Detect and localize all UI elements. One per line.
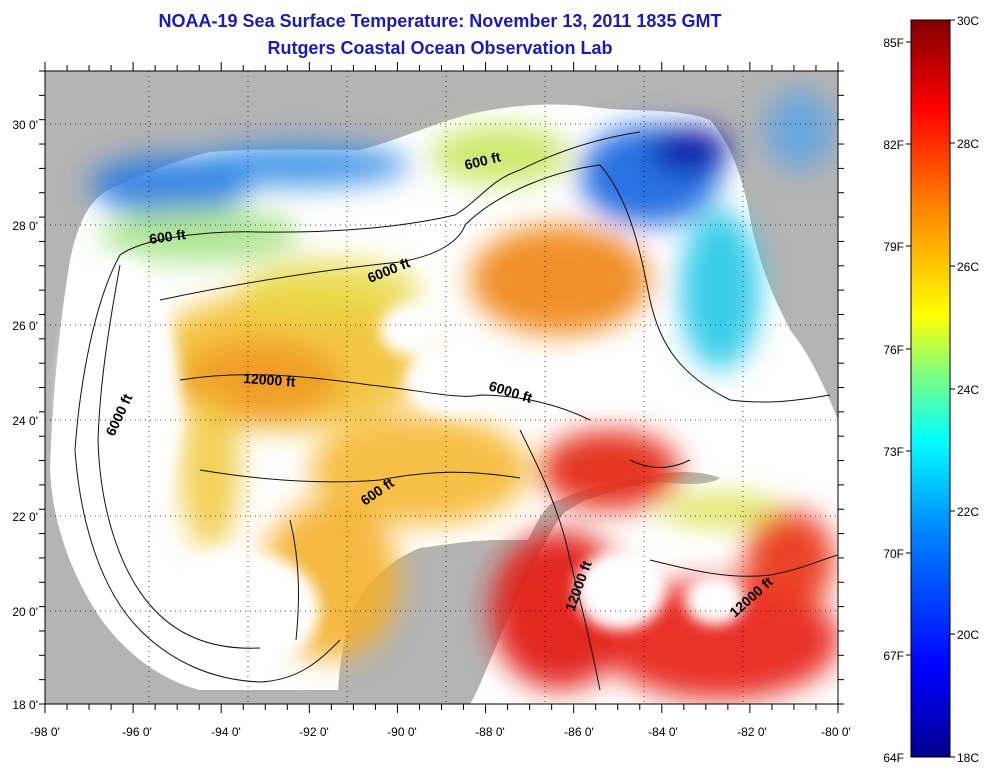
contour-label: 12000 ft [243, 370, 296, 390]
colorbar-label-f: 64F [883, 751, 904, 765]
lon-tick-label: -96 0' [122, 725, 152, 739]
lat-tick-label: 22 0' [12, 510, 38, 524]
lon-tick-label: -80 0' [821, 725, 851, 739]
lat-tick-label: 24 0' [12, 414, 38, 428]
colorbar-label-f: 76F [883, 343, 904, 357]
colorbar-label-f: 73F [883, 445, 904, 459]
lat-tick-label: 28 0' [12, 219, 38, 233]
bathymetry-contours [74, 131, 838, 691]
map-subtitle: Rutgers Coastal Ocean Observation Lab [267, 38, 613, 58]
colorbar-label-c: 28C [957, 137, 979, 151]
colorbar-label-f: 85F [883, 36, 904, 50]
lon-tick-label: -84 0' [648, 725, 678, 739]
lat-lon-grid [45, 71, 838, 704]
cloud-mask [60, 260, 745, 670]
colorbar-label-f: 79F [883, 240, 904, 254]
lat-tick-label: 20 0' [12, 605, 38, 619]
lon-tick-label: -94 0' [211, 725, 241, 739]
colorbar-label-f: 70F [883, 547, 904, 561]
colorbar-label-f: 82F [883, 138, 904, 152]
lat-tick-label: 18 0' [12, 698, 38, 712]
colorbar-label-c: 22C [957, 505, 979, 519]
lon-tick-label: -98 0' [30, 725, 60, 739]
map-title: NOAA-19 Sea Surface Temperature: Novembe… [158, 11, 722, 31]
lon-tick-label: -90 0' [387, 725, 417, 739]
lon-tick-label: -88 0' [475, 725, 505, 739]
contour-label: 600 ft [148, 226, 187, 247]
lon-tick-label: -82 0' [737, 725, 767, 739]
lat-tick-label: 26 0' [12, 319, 38, 333]
colorbar-label-c: 18C [957, 751, 979, 765]
colorbar [910, 19, 951, 758]
lat-tick-label: 30 0' [12, 118, 38, 132]
colorbar-label-c: 24C [957, 383, 979, 397]
lon-tick-label: -92 0' [299, 725, 329, 739]
colorbar-label-f: 67F [883, 649, 904, 663]
lon-tick-label: -86 0' [564, 725, 594, 739]
colorbar-label-c: 20C [957, 628, 979, 642]
colorbar-label-c: 26C [957, 260, 979, 274]
colorbar-label-c: 30C [957, 14, 979, 28]
